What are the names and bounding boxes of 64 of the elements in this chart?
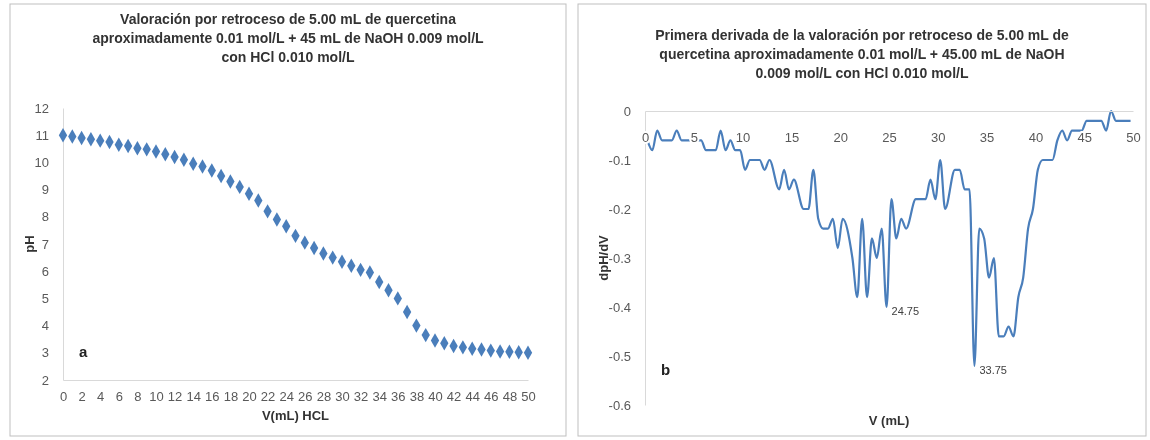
- x-tick-label: 45: [1077, 130, 1092, 146]
- x-tick-label: 36: [391, 389, 406, 405]
- x-tick-label: 12: [167, 389, 183, 405]
- x-tick-label: 35: [979, 130, 995, 146]
- x-tick-label: 28: [316, 389, 332, 405]
- x-tick-label: 46: [484, 389, 499, 405]
- x-tick-label: 32: [353, 389, 369, 405]
- y-axis-title: dpH/dV: [596, 234, 611, 281]
- annotation: a: [79, 343, 88, 360]
- y-tick-label: 0: [623, 103, 631, 119]
- x-axis-title: V (mL): [868, 413, 910, 428]
- x-tick-label: 48: [502, 389, 518, 405]
- x-tick-label: 0: [641, 130, 650, 146]
- y-tick-label: -0.4: [608, 299, 631, 315]
- y-tick-label: -0.5: [608, 348, 631, 364]
- x-tick-label: 20: [833, 130, 848, 146]
- x-tick-label: 38: [409, 389, 425, 405]
- y-tick-label: 4: [41, 318, 49, 334]
- y-tick-label: 7: [41, 236, 49, 252]
- x-tick-label: 10: [735, 130, 751, 146]
- x-tick-label: 2: [78, 389, 86, 405]
- y-tick-label: 12: [34, 100, 49, 116]
- y-tick-label: 8: [41, 209, 49, 225]
- y-tick-label: 9: [41, 182, 49, 198]
- y-tick-label: -0.6: [608, 397, 631, 413]
- y-tick-label: 2: [41, 372, 49, 388]
- x-tick-label: 20: [242, 389, 257, 405]
- x-tick-label: 26: [298, 389, 313, 405]
- chart-title: Valoración por retroceso de 5.00 mL de quercetina aproximadamente 0.01 mol/L + 45 mL de NaOH 0.009 mol/L con HCl 0.010 mol/L: [92, 11, 485, 65]
- x-axis-title: V(mL) HCL: [261, 408, 330, 423]
- x-tick-label: 30: [335, 389, 350, 405]
- x-tick-label: 8: [134, 389, 142, 405]
- x-tick-label: 15: [784, 130, 800, 146]
- y-tick-label: -0.1: [608, 152, 631, 168]
- y-tick-label: 5: [41, 291, 49, 307]
- x-tick-label: 24: [279, 389, 294, 405]
- y-tick-label: 10: [34, 155, 49, 171]
- x-tick-label: 6: [115, 389, 123, 405]
- annotation: 24.75: [891, 305, 920, 317]
- x-tick-label: 25: [882, 130, 897, 146]
- x-tick-label: 50: [1126, 130, 1141, 146]
- x-tick-label: 10: [149, 389, 164, 405]
- x-tick-label: 14: [186, 389, 201, 405]
- x-tick-label: 34: [372, 389, 387, 405]
- x-tick-label: 44: [465, 389, 480, 405]
- x-tick-label: 50: [521, 389, 536, 405]
- annotation: 33.75: [979, 363, 1007, 376]
- y-tick-label: 11: [35, 127, 49, 143]
- x-tick-label: 0: [59, 389, 68, 405]
- x-tick-label: 16: [205, 389, 220, 405]
- y-tick-label: 6: [41, 263, 49, 279]
- x-tick-label: 4: [97, 389, 105, 405]
- chart-title: Primera derivada de la valoración por retroceso de 5.00 mL de quercetina aproximadamente 0.01 mol/L + 45.00 mL de NaOH 0.009 mol/L con HCl 0.010 mol/L: [655, 27, 1070, 81]
- x-tick-label: 42: [446, 389, 462, 405]
- x-tick-label: 40: [428, 389, 443, 405]
- x-tick-label: 40: [1028, 130, 1044, 146]
- annotation: b: [661, 361, 671, 378]
- x-tick-label: 22: [260, 389, 276, 405]
- x-tick-label: 30: [931, 130, 946, 146]
- y-tick-label: -0.3: [608, 250, 631, 266]
- y-axis-title: pH: [22, 235, 37, 253]
- y-tick-label: 3: [41, 345, 49, 361]
- x-tick-label: 18: [223, 389, 239, 405]
- y-tick-label: -0.2: [608, 201, 631, 217]
